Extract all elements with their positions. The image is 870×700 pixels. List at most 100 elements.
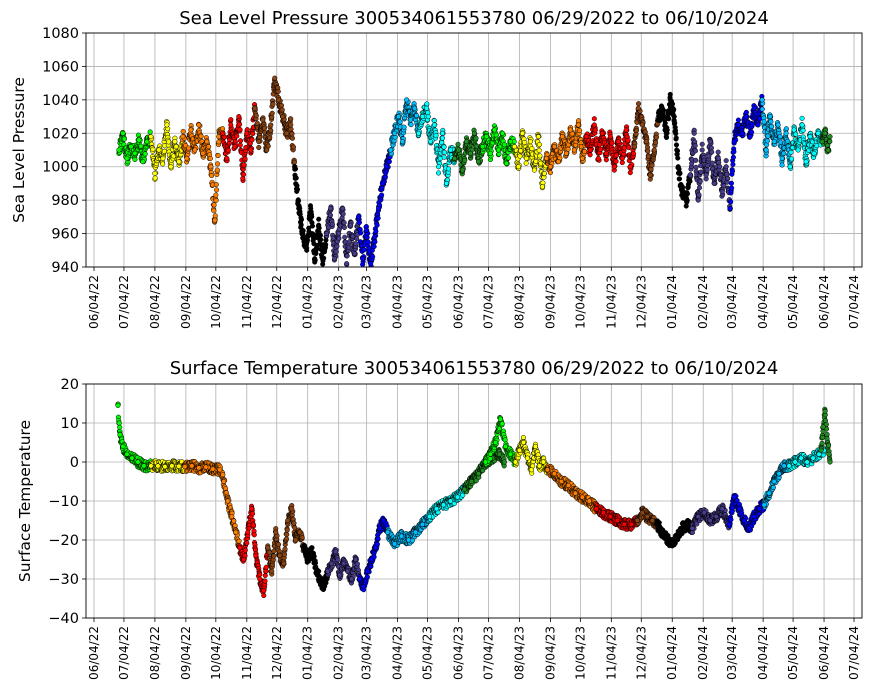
data-point: [575, 122, 581, 128]
data-point: [320, 256, 326, 262]
data-point: [346, 244, 352, 251]
data-point: [420, 521, 426, 527]
data-point: [697, 178, 703, 184]
data-point: [260, 117, 266, 123]
data-point: [463, 139, 470, 145]
x-tick-label: 04/04/24: [756, 626, 770, 680]
data-point: [340, 205, 346, 212]
data-point: [399, 533, 405, 539]
data-point: [155, 463, 161, 469]
data-point: [687, 178, 693, 184]
data-point: [375, 215, 381, 221]
data-point: [353, 556, 359, 563]
data-point: [173, 144, 179, 150]
data-point: [237, 545, 243, 551]
data-point: [475, 159, 482, 165]
data-point: [213, 197, 219, 203]
data-point: [152, 170, 158, 176]
series-19: [727, 93, 765, 212]
data-point: [281, 560, 287, 566]
data-point: [213, 182, 219, 188]
data-point: [424, 105, 430, 111]
data-point: [373, 228, 379, 234]
data-point: [271, 553, 277, 559]
data-point: [251, 532, 257, 538]
y-tick-label: 940: [51, 260, 79, 276]
y-tick-label: −20: [48, 533, 79, 549]
data-point: [300, 231, 306, 237]
x-tick-label: 06/04/24: [817, 626, 831, 680]
data-point: [249, 506, 255, 512]
data-point: [238, 138, 244, 144]
data-point: [128, 144, 134, 150]
data-point: [781, 150, 787, 156]
data-point: [210, 466, 216, 472]
data-point: [761, 119, 767, 125]
y-tick-label: 1080: [42, 26, 79, 42]
data-point: [627, 164, 633, 170]
data-point: [198, 133, 204, 139]
data-point: [328, 205, 334, 212]
data-point: [196, 465, 202, 471]
data-point: [208, 164, 214, 170]
data-point: [188, 127, 194, 133]
series-15: [583, 116, 637, 176]
data-point: [495, 147, 502, 153]
x-tick-label: 08/04/22: [148, 275, 162, 329]
x-tick-label: 09/04/22: [179, 626, 193, 680]
data-point: [522, 139, 528, 146]
data-point: [441, 149, 448, 155]
data-point: [501, 142, 508, 148]
data-point: [651, 147, 657, 153]
data-point: [404, 97, 410, 103]
data-point: [316, 222, 322, 228]
data-point: [245, 529, 251, 535]
data-point: [212, 213, 218, 219]
data-point: [413, 529, 419, 535]
data-point: [807, 134, 813, 140]
data-point: [135, 459, 141, 465]
data-point: [261, 588, 267, 594]
data-point: [241, 162, 247, 168]
data-point: [358, 230, 364, 236]
data-point: [667, 91, 673, 97]
data-point: [815, 130, 821, 136]
data-point: [615, 139, 621, 145]
data-point: [370, 254, 376, 260]
series-16: [631, 101, 661, 182]
data-point: [279, 107, 285, 113]
data-point: [441, 154, 447, 160]
data-point: [254, 120, 260, 126]
data-point: [368, 261, 374, 267]
data-point: [316, 216, 322, 222]
data-point: [365, 239, 371, 245]
data-point: [215, 152, 221, 159]
data-point: [285, 517, 291, 524]
data-point: [317, 232, 323, 238]
y-tick-label: 20: [61, 377, 79, 393]
data-point: [579, 155, 585, 161]
data-point: [785, 138, 791, 144]
x-tick-label: 03/04/23: [360, 275, 374, 329]
data-point: [269, 110, 275, 116]
data-point: [555, 159, 561, 165]
data-point: [747, 134, 753, 140]
data-point: [392, 541, 398, 547]
x-tick-label: 04/04/23: [391, 626, 405, 680]
data-point: [789, 156, 795, 162]
data-point: [117, 424, 123, 430]
series-3: [180, 121, 226, 225]
data-point: [341, 560, 347, 566]
x-tick-label: 05/04/24: [786, 626, 800, 680]
data-point: [527, 139, 533, 145]
x-tick-label: 12/04/22: [270, 275, 284, 329]
x-tick-label: 05/04/23: [421, 626, 435, 680]
series-20: [759, 97, 793, 170]
x-tick-label: 09/04/22: [179, 275, 193, 329]
chart-title: Sea Level Pressure 300534061553780 06/29…: [179, 8, 769, 29]
data-point: [662, 120, 668, 126]
data-point: [214, 167, 220, 173]
data-point: [729, 168, 735, 174]
series-7: [324, 204, 362, 267]
data-point: [775, 122, 781, 128]
